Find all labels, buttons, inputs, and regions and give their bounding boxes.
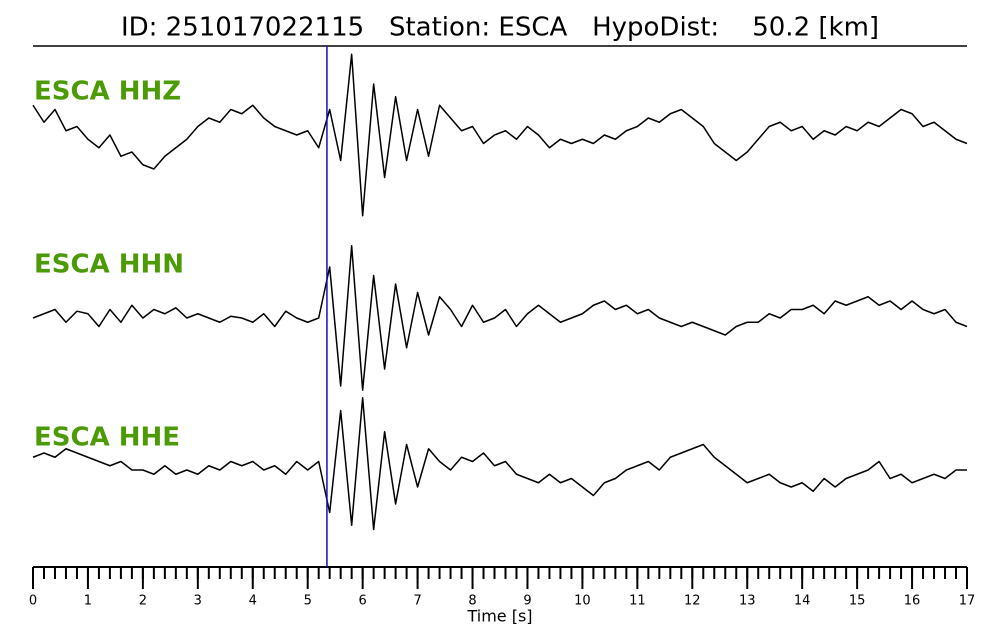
x-tick-label: 9 (523, 594, 531, 609)
x-tick-label: 2 (139, 594, 147, 609)
x-tick-label: 5 (304, 594, 312, 609)
chart-title: ID: 251017022115 Station: ESCA HypoDist:… (121, 13, 879, 43)
x-tick-label: 7 (413, 594, 421, 609)
x-tick-label: 16 (904, 594, 921, 609)
x-tick-label: 3 (194, 594, 202, 609)
x-tick-label: 17 (959, 594, 976, 609)
x-tick-label: 10 (574, 594, 591, 609)
x-tick-label: 15 (849, 594, 866, 609)
waveform (32, 397, 967, 531)
x-tick-label: 0 (29, 594, 37, 609)
x-axis-label: Time [s] (466, 607, 532, 626)
waveform (32, 53, 968, 217)
x-tick-label: 6 (359, 594, 367, 609)
x-tick-label: 1 (84, 594, 92, 609)
x-tick-label: 11 (629, 594, 646, 609)
trace-label: ESCA HHZ (34, 77, 181, 107)
x-tick-label: 14 (794, 594, 811, 609)
x-tick-label: 4 (249, 594, 257, 609)
trace-label: ESCA HHN (34, 250, 184, 280)
x-tick-label: 13 (739, 594, 756, 609)
x-tick-label: 8 (468, 594, 476, 609)
trace-label: ESCA HHE (34, 423, 180, 453)
waveform (32, 245, 968, 391)
x-tick-label: 12 (684, 594, 701, 609)
